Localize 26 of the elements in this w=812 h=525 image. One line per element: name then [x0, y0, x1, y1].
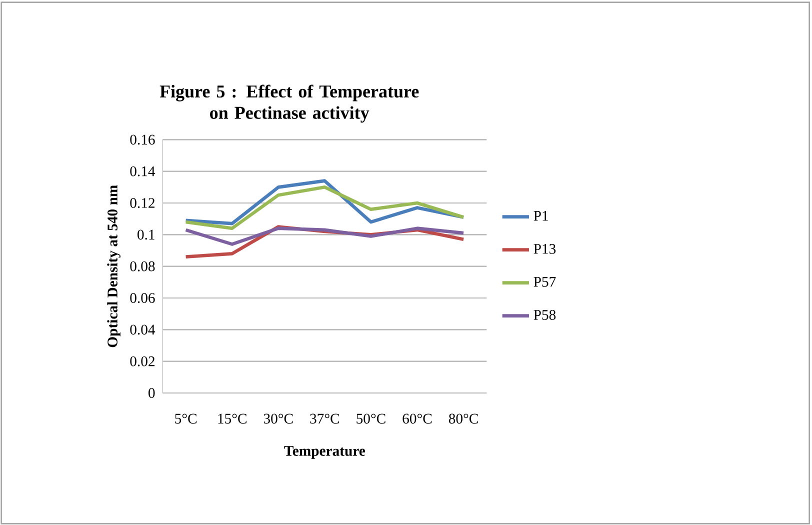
legend-label: P1: [534, 210, 548, 221]
line-series: [184, 226, 466, 246]
y-tick-label: 0.02: [130, 356, 154, 366]
x-tick-label: 30°C: [264, 414, 293, 424]
y-tick-label: 0.04: [130, 324, 156, 335]
y-tick-label: 0.08: [130, 261, 155, 272]
y-tick-label: 0.16: [130, 134, 155, 145]
x-tick-label: 37°C: [310, 414, 340, 424]
line-series: [184, 186, 466, 230]
y-tick-label: 0.06: [130, 293, 155, 303]
x-tick-label: 15°C: [218, 414, 246, 424]
x-axis-title: Temperature: [284, 446, 366, 459]
chart-title: Figure 5 : Effect of Temperature on Pectinase activity: [160, 84, 419, 123]
x-tick-label: 80°C: [448, 414, 478, 424]
y-tick-label: 0.1: [138, 230, 154, 240]
y-tick-label: 0.12: [130, 198, 154, 208]
legend-label: P13: [534, 244, 556, 254]
x-tick-label: 60°C: [402, 414, 432, 424]
y-tick-label: 0: [148, 388, 155, 398]
x-tick-label: 50°C: [356, 414, 386, 424]
legend-label: P58: [534, 310, 556, 320]
line-series: [184, 179, 466, 226]
x-tick-label: 5°C: [175, 414, 196, 424]
y-axis-title: Optical Density at 540 nm: [107, 185, 120, 348]
y-tick-label: 0.14: [130, 166, 156, 176]
legend-label: P57: [534, 277, 556, 287]
